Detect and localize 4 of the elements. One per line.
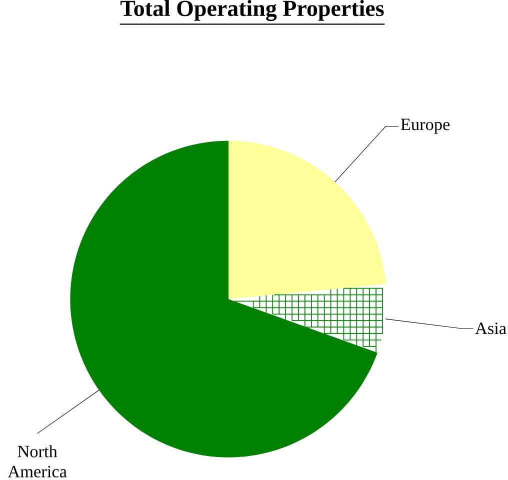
- chart-title: Total Operating Properties: [120, 0, 384, 21]
- slice-label: Asia: [475, 322, 506, 334]
- slice-label: North America: [8, 445, 67, 478]
- slice-label: Europe: [400, 118, 450, 134]
